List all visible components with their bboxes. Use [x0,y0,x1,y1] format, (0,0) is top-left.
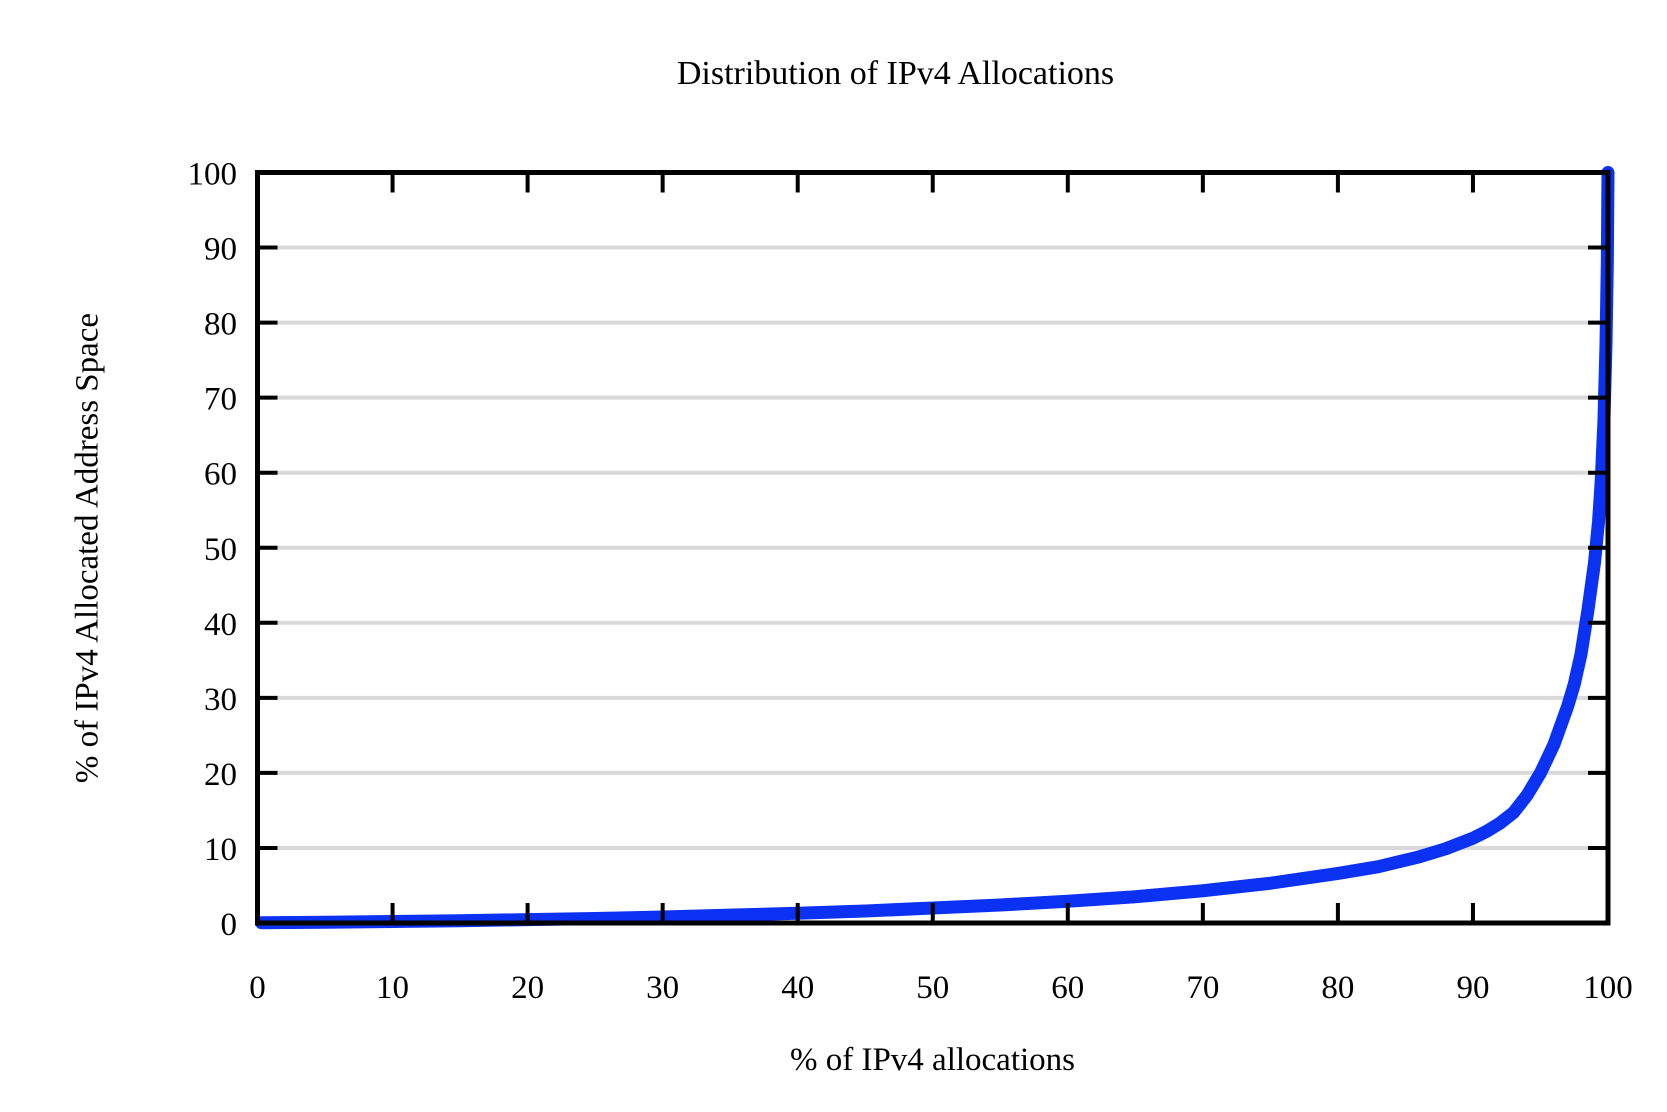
y-tick-label-0: 0 [221,907,238,943]
x-tick-label-60: 60 [1051,970,1084,1006]
y-tick-label-40: 40 [204,607,237,643]
y-tick-label-30: 30 [204,682,237,718]
x-tick-label-50: 50 [916,970,949,1006]
x-tick-label-90: 90 [1456,970,1489,1006]
y-tick-label-100: 100 [188,157,238,193]
x-tick-label-70: 70 [1186,970,1219,1006]
y-tick-label-80: 80 [204,307,237,343]
x-tick-label-20: 20 [511,970,544,1006]
y-tick-label-60: 60 [204,457,237,493]
x-tick-label-100: 100 [1583,970,1633,1006]
chart-title: Distribution of IPv4 Allocations [676,55,1115,92]
x-axis-title: % of IPv4 allocations [789,1042,1076,1078]
x-tick-label-0: 0 [249,970,266,1006]
y-tick-label-50: 50 [204,532,237,568]
y-tick-label-90: 90 [204,232,237,268]
x-tick-label-30: 30 [646,970,679,1006]
y-tick-label-10: 10 [204,832,237,868]
x-tick-label-10: 10 [376,970,409,1006]
y-tick-label-20: 20 [204,757,237,793]
y-tick-label-70: 70 [204,382,237,418]
x-tick-label-40: 40 [781,970,814,1006]
x-tick-label-80: 80 [1321,970,1354,1006]
data-curve [255,166,1615,930]
